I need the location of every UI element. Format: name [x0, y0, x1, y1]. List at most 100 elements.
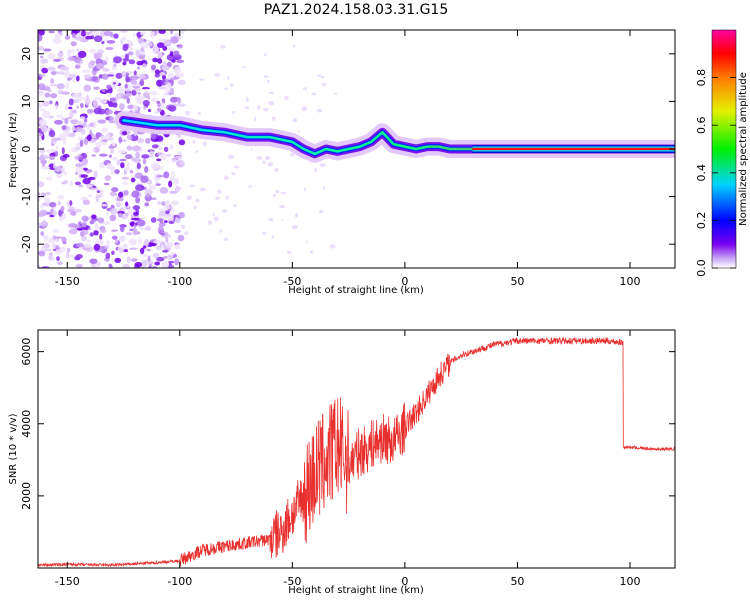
spectrogram-noise-blob [122, 264, 130, 268]
spectrogram-noise-blob [125, 201, 129, 207]
spectrogram-noise-blob [82, 69, 91, 74]
spectrogram-noise-blob [168, 260, 175, 264]
spectrogram-noise-blob [119, 103, 125, 111]
spectrogram-noise-blob [61, 147, 65, 155]
spectrogram-noise-blob [199, 78, 205, 81]
spectrogram-noise-blob [220, 44, 226, 49]
spectrogram-noise-blob [53, 236, 63, 239]
spectrogram-noise-blob [47, 89, 52, 92]
spectrogram-noise-blob [215, 196, 220, 201]
spectrogram-noise-blob [159, 166, 164, 170]
spectrogram-noise-blob [195, 150, 198, 153]
spectrogram-noise-blob [61, 125, 67, 130]
spectrogram-noise-blob [166, 254, 174, 261]
spectrogram-noise-blob [142, 245, 147, 249]
spectrogram-noise-blob [88, 122, 95, 128]
spectrogram-noise-blob [147, 255, 151, 262]
spectrogram-noise-blob [156, 256, 165, 262]
spectrogram-x-label: Height of straight line (km) [288, 285, 424, 296]
colorbar-ticks: 0.0 0.2 0.4 0.6 0.8 [695, 69, 736, 277]
spectrogram-noise-blob [106, 240, 111, 244]
spectrogram-noise-blob [256, 105, 261, 110]
spectrogram-noise-blob [164, 210, 170, 215]
spectrogram-noise-blob [213, 216, 219, 222]
spectrogram-noise-blob [121, 36, 127, 42]
spectrogram-noise-blob [52, 58, 61, 63]
spectrogram-noise-blob [130, 217, 140, 221]
spectrogram-noise-blob [169, 30, 174, 35]
spectrogram-noise-blob [162, 45, 168, 51]
spectrogram-noise-blob [38, 74, 46, 77]
spectrogram-noise-blob [140, 217, 147, 220]
spectrogram-noise-blob [162, 64, 168, 72]
spectrogram-noise-blob [126, 39, 132, 45]
spectrogram-noise-blob [41, 125, 48, 133]
spectrogram-noise-blob [85, 31, 92, 35]
snr-frame [37, 329, 676, 569]
spectrogram-noise-blob [291, 224, 298, 230]
spectrogram-noise-blob [40, 58, 49, 64]
spectrogram-noise-blob [91, 214, 97, 219]
spectrogram-noise-blob [160, 243, 164, 251]
spectrogram-noise-blob [142, 99, 150, 107]
spectrogram-noise-blob [40, 159, 47, 165]
spectrogram-noise-blob [49, 83, 59, 87]
spectrogram-noise-blob [319, 209, 324, 214]
spectrogram-noise-blob [126, 256, 131, 264]
spectrogram-noise-blob [76, 257, 81, 261]
spectrogram-noise-blob [121, 131, 128, 136]
snr-y-tick-label: 2000 [20, 482, 33, 510]
spectrogram-noise-blob [176, 59, 185, 64]
spectrogram-noise-blob [145, 137, 151, 144]
spectrogram-noise-blob [195, 198, 200, 203]
spectrogram-noise-blob [150, 217, 157, 223]
spectrogram-noise-blob [319, 163, 326, 168]
spectrogram-noise-blob [86, 94, 90, 101]
spectrogram-noise-blob [169, 96, 178, 103]
spectrogram-noise-blob [118, 136, 123, 144]
spectrogram-noise-blob [168, 105, 177, 112]
spectrogram-noise-blob [100, 127, 108, 133]
spectrogram-noise-blob [67, 78, 71, 81]
spectrogram-noise-blob [233, 165, 240, 169]
spectrogram-x-ticks: -150 -100 -50 0 50 100 [55, 30, 640, 288]
spectrogram-noise-blob [112, 156, 118, 161]
spectrogram-noise-blob [60, 66, 70, 72]
spectrogram-noise-blob [125, 75, 130, 83]
spectrogram-noise-blob [166, 61, 172, 68]
spectrogram-noise-blob [140, 41, 149, 49]
spectrogram-noise-blob [118, 150, 127, 154]
spectrogram-noise-blob [268, 218, 274, 222]
spectrogram-noise-blob [69, 180, 73, 187]
spectrogram-noise-blob [265, 155, 270, 161]
spectrogram-noise-blob [82, 167, 88, 171]
spectrogram-y-tick-label: 20 [20, 47, 33, 61]
spectrogram-noise-blob [175, 243, 181, 250]
spectrogram-noise-blob [263, 75, 268, 78]
spectrogram-noise-blob [57, 51, 64, 59]
spectrogram-noise-blob [91, 30, 100, 36]
spectrogram-noise-blob [149, 150, 154, 158]
spectrogram-noise-blob [89, 60, 96, 66]
spectrogram-noise-blob [294, 212, 299, 218]
spectrogram-noise-blob [81, 158, 89, 166]
spectrogram-noise-blob [122, 181, 128, 186]
spectrogram-noise-blob [164, 242, 174, 248]
spectrogram-noise-blob [163, 146, 169, 153]
spectrogram-noise-blob [136, 162, 141, 170]
spectrogram-noise-blob [184, 231, 189, 235]
spectrogram-noise-blob [214, 73, 221, 77]
spectrogram-noise-blob [82, 177, 91, 185]
spectrogram-noise-blob [101, 67, 110, 72]
spectrogram-noise-blob [64, 118, 69, 125]
spectrogram-noise-blob [102, 221, 111, 226]
spectrogram-noise-blob [129, 247, 138, 251]
spectrogram-noise-blob [44, 202, 51, 207]
snr-x-tick-label: -100 [167, 575, 192, 588]
spectrogram-noise-blob [93, 86, 100, 90]
spectrogram-noise-blob [50, 149, 57, 153]
spectrogram-noise-blob [56, 83, 66, 90]
spectrogram-noise-blob [225, 195, 229, 200]
spectrogram-noise-blob [109, 264, 113, 268]
